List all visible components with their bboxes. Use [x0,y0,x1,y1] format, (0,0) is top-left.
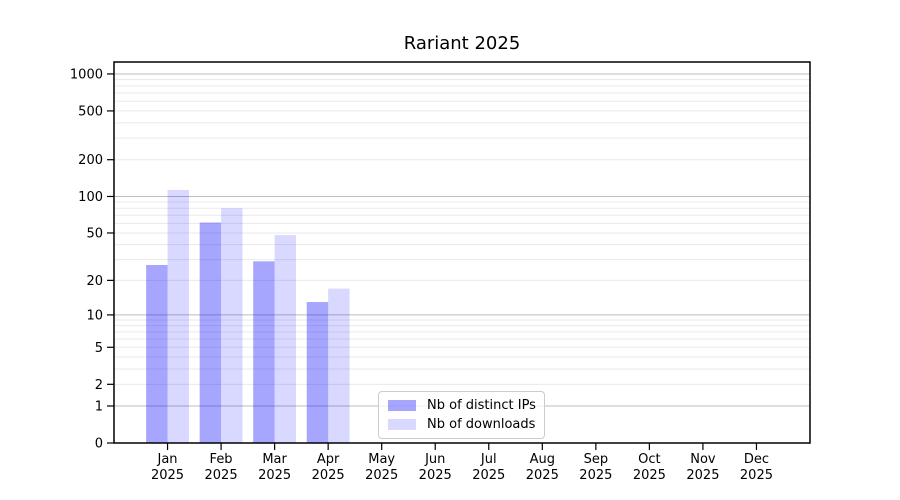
y-tick-label: 100 [78,190,103,205]
y-tick-label: 0 [95,437,103,452]
legend: Nb of distinct IPs Nb of downloads [378,391,545,439]
x-tick-label-year: 2025 [686,468,719,483]
x-tick-label-month: Nov [690,452,716,467]
y-tick-label: 1000 [70,67,103,82]
x-tick-label-year: 2025 [258,468,291,483]
x-tick-label-month: Jun [424,452,445,467]
x-tick-label-year: 2025 [419,468,452,483]
bar-downloads-feb [221,208,243,443]
bar-downloads-apr [328,288,350,443]
y-tick-label: 5 [95,341,103,356]
x-tick-label-year: 2025 [205,468,238,483]
legend-swatch-downloads [388,418,416,430]
legend-swatch-distinct-ips [388,400,416,412]
x-tick-label-year: 2025 [151,468,184,483]
bars [146,190,350,443]
y-axis: 0 1 2 5 10 20 50 100 200 500 1000 [70,67,114,452]
y-tick-label: 1 [95,399,103,414]
x-tick-label-year: 2025 [579,468,612,483]
legend-item-distinct-ips: Nb of distinct IPs [388,398,536,414]
x-tick-label-month: Mar [262,452,287,467]
x-tick-label-year: 2025 [740,468,773,483]
y-tick-label: 500 [78,104,103,119]
x-tick-label-year: 2025 [312,468,345,483]
y-tick-label: 50 [86,226,103,241]
bar-distinct-ips-mar [253,261,275,443]
x-tick-label-month: Oct [638,452,660,467]
bar-downloads-jan [167,190,189,443]
x-tick-label-month: Aug [530,452,555,467]
y-tick-label: 20 [86,274,103,289]
x-tick-label-year: 2025 [633,468,666,483]
x-axis: Jan2025Feb2025Mar2025Apr2025May2025Jun20… [151,443,773,483]
bar-distinct-ips-feb [199,222,222,443]
x-tick-label-year: 2025 [472,468,505,483]
bar-distinct-ips-apr [306,302,329,443]
bar-downloads-mar [274,235,297,443]
legend-label-downloads: Nb of downloads [427,416,536,432]
x-tick-label-month: May [368,452,395,467]
x-tick-label-year: 2025 [365,468,398,483]
legend-item-downloads: Nb of downloads [388,417,535,432]
axes-spine [113,61,811,444]
x-tick-label-month: Apr [317,452,340,467]
y-tick-label: 10 [86,308,103,323]
chart-title: Rariant 2025 [403,33,521,54]
bar-distinct-ips-jan [146,264,168,443]
x-tick-label-month: Feb [210,452,233,467]
x-tick-label-month: Jan [157,452,178,467]
x-tick-label-month: Sep [584,452,609,467]
x-tick-label-month: Jul [480,452,497,467]
y-tick-label: 200 [78,153,103,168]
y-tick-label: 2 [95,378,103,393]
x-tick-label-year: 2025 [526,468,559,483]
x-tick-label-month: Dec [744,452,769,467]
legend-label-distinct-ips: Nb of distinct IPs [427,398,536,414]
